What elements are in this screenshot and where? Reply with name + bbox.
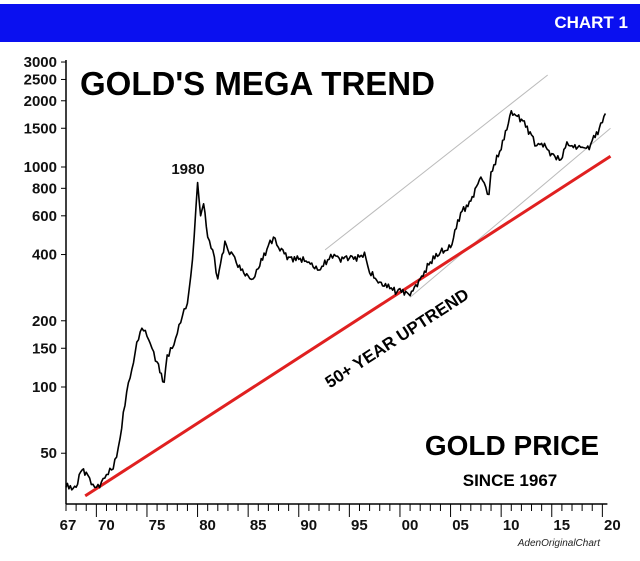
uptrend-label: 50+ YEAR UPTREND — [322, 285, 473, 392]
x-tick-label: 70 — [98, 517, 115, 534]
chart-number-label: CHART 1 — [554, 13, 628, 32]
y-tick-label: 400 — [32, 247, 57, 264]
chart-banner: CHART 1 — [0, 4, 640, 42]
y-tick-label: 1000 — [24, 159, 57, 176]
x-tick-label: 15 — [553, 517, 570, 534]
credit-label: AdenOriginalChart — [517, 538, 601, 549]
y-tick-label: 100 — [32, 379, 57, 396]
x-tick-label: 00 — [402, 517, 419, 534]
y-tick-label: 200 — [32, 313, 57, 330]
y-tick-label: 2500 — [24, 71, 57, 88]
x-tick-label: 80 — [199, 517, 216, 534]
y-tick-label: 150 — [32, 340, 57, 357]
y-tick-label: 1500 — [24, 120, 57, 137]
x-tick-label: 05 — [452, 517, 469, 534]
x-tick-label: 75 — [149, 517, 166, 534]
gold-price-label: GOLD PRICE — [425, 430, 599, 461]
peak-1980-label: 1980 — [171, 161, 204, 178]
y-tick-label: 600 — [32, 208, 57, 225]
x-tick-label: 90 — [300, 517, 317, 534]
lower-channel-line — [409, 127, 611, 298]
y-tick-label: 800 — [32, 180, 57, 197]
upper-channel-line — [324, 74, 549, 251]
gold-price-line — [65, 110, 607, 491]
x-tick-label: 67 — [60, 517, 77, 534]
y-tick-label: 2000 — [24, 93, 57, 110]
y-tick-label: 3000 — [24, 54, 57, 71]
x-tick-label: 85 — [250, 517, 267, 534]
y-tick-label: 50 — [40, 445, 57, 462]
chart-title: GOLD'S MEGA TREND — [80, 65, 435, 102]
x-tick-label: 95 — [351, 517, 368, 534]
x-tick-label: 20 — [604, 517, 621, 534]
uptrend-line — [84, 154, 612, 498]
since-1967-label: SINCE 1967 — [463, 471, 558, 490]
x-tick-label: 10 — [503, 517, 520, 534]
